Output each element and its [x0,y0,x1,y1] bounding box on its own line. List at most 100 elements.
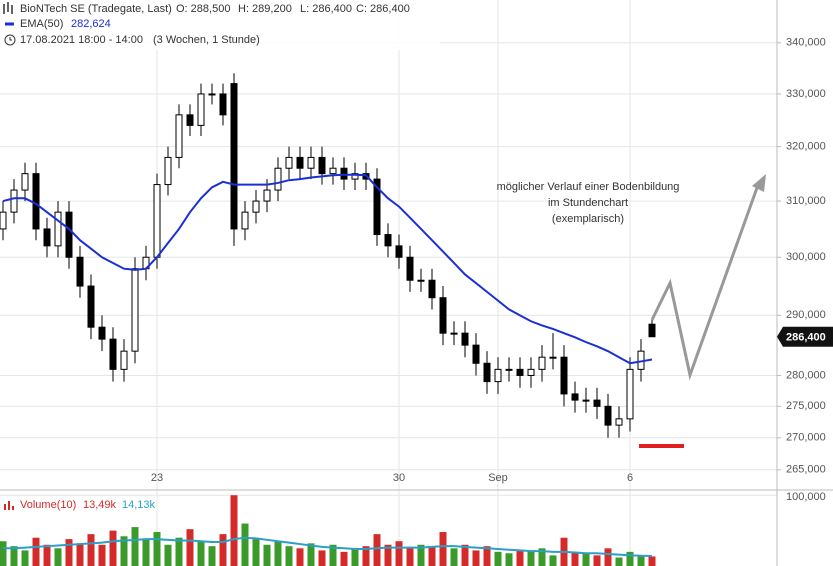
volume-bar [241,523,249,566]
volume-bar [65,539,73,566]
candle-body [43,228,51,247]
volume-bar [329,544,337,566]
y-tick-label: 330,000 [786,88,826,100]
candle-body [593,399,601,407]
candle-body [417,279,425,282]
volume-bar [505,553,513,566]
volume-bar [186,529,194,566]
candle-icon [3,2,13,14]
volume-bar [230,495,238,566]
candle-body [384,234,392,247]
volume-bar [373,534,381,566]
volume-bar [384,544,392,566]
candle-body [252,200,260,213]
volume-bar [109,530,117,566]
candle-body [472,344,480,364]
last-price-label: 286,400 [786,332,826,344]
volume-value: 13,49k [83,499,117,511]
volume-bar [439,532,447,566]
y-tick-label: 300,000 [786,251,826,263]
candle-body [615,418,623,426]
volume-bar [582,553,590,566]
volume-bar [527,551,535,566]
candle-body [153,184,161,258]
candle-body [131,268,139,352]
volume-bar [98,544,106,566]
y-tick-label: 275,000 [786,400,826,412]
volume-bar [549,555,557,566]
y-tick-label: 340,000 [786,37,826,49]
x-tick-label: 6 [627,472,633,484]
candle-body [87,285,95,328]
y-tick-label: 100,000 [786,491,826,503]
volume-bar [285,546,293,566]
candle-body [164,156,172,186]
volume-bar [648,556,656,566]
projection-arrow [650,184,760,381]
quote: O: 288,500 [176,3,230,15]
candle-body [208,93,216,96]
candle-body [76,256,84,287]
candle-body [285,156,293,169]
candle-body [32,173,40,230]
volume-bar [87,534,95,566]
candle-body [0,211,7,230]
volume-bar [54,548,62,566]
period: (3 Wochen, 1 Stunde) [153,34,260,46]
candle-body [648,323,656,338]
y-tick-label: 320,000 [786,141,826,153]
candle-body [516,368,524,376]
volume-bar [516,550,524,566]
title: BioNTech SE (Tradegate, Last) [20,3,172,15]
quote: H: 289,200 [238,3,292,15]
candle-body [505,368,513,371]
candle-body [65,211,73,258]
candle-body [98,326,106,340]
volume-bar [340,551,348,566]
candle-body [340,167,348,180]
volume-bar [483,546,491,566]
annotation: im Stundenchart [548,197,628,209]
ema-legend: EMA(50) [20,18,63,30]
volume-bar [208,546,216,566]
candle-body [373,178,381,236]
candle-body [219,93,227,116]
candle-body [626,368,634,420]
candle-body [263,189,271,202]
quote: L: 286,400 [300,3,352,15]
volume-bar [395,541,403,566]
candle-body [120,350,128,370]
volume-bar [120,536,128,566]
volume-bar [274,541,282,566]
clock-hand [9,37,12,41]
volume-ma-line [3,536,653,558]
candle-body [351,173,359,180]
volume-bar [494,551,502,566]
volume-bar [406,548,414,566]
candle-body [54,211,62,247]
candle-body [329,167,337,175]
volume-bar [296,548,304,566]
volume-bar [10,546,18,566]
candle-body [494,368,502,383]
volume-ma-value: 14,13k [122,499,156,511]
volume-bar [626,551,634,566]
candle-body [527,368,535,376]
candle-body [483,362,491,383]
last-price-tag [777,326,833,347]
volume-bar [428,546,436,566]
annotation: (exemplarisch) [552,213,624,225]
volume-bar [538,548,546,566]
volume-bar [142,539,150,566]
y-tick-label: 265,000 [786,464,826,476]
arrow-head [752,174,766,192]
candle-body [439,297,447,334]
volume-bar [131,527,139,566]
candle-body [307,156,315,169]
volume-bar [197,541,205,566]
candle-body [318,156,326,175]
volume-bar [164,544,172,566]
candle-body [571,393,579,401]
date-range: 17.08.2021 18:00 - 14:00 [20,34,143,46]
